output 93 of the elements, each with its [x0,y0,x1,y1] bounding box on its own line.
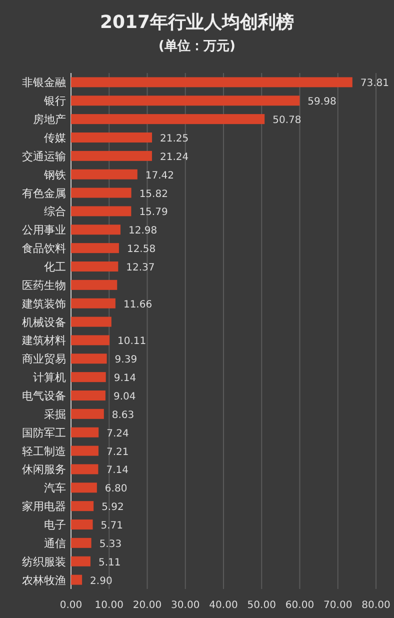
data-label: 73.81 [360,78,390,90]
y-tick-label: 采掘 [44,408,66,421]
data-label: 12.37 [126,262,155,274]
y-tick-label: 综合 [44,205,66,218]
y-tick-label: 建筑装饰 [21,297,66,310]
y-tick-label: 休闲服务 [22,463,66,476]
bar [71,520,93,530]
x-tick-label: 40.00 [209,600,238,611]
data-label: 50.78 [272,115,302,126]
bar [71,132,152,142]
y-tick-label: 房地产 [33,113,66,126]
data-label: 12.98 [128,226,158,237]
x-tick-label: 70.00 [324,600,352,611]
data-label: 7.14 [106,465,128,476]
data-label: 5.11 [98,557,121,568]
bar [71,335,110,346]
bar [71,169,138,180]
x-tick-label: 0.00 [60,600,82,611]
data-label: 9.14 [114,373,136,384]
chart-subtitle: (单位：万元) [158,38,236,54]
y-tick-label: 有色金属 [22,186,66,200]
bar [71,280,118,290]
data-label: 5.71 [100,520,124,532]
data-label: 11.66 [123,299,152,310]
data-label: 7.24 [106,428,129,440]
data-label: 9.04 [113,392,136,402]
bar [71,96,300,106]
y-tick-label: 国防军工 [22,426,66,440]
bar [71,372,106,382]
bar [71,224,120,235]
bar [71,427,99,438]
bar [71,206,132,216]
data-label: 5.92 [102,502,124,514]
y-tick-label: 公用事业 [22,224,66,237]
data-label: 21.24 [160,152,189,163]
bar [71,114,265,124]
y-tick-label: 化工 [44,260,66,274]
y-tick-label: 机械设备 [22,316,66,329]
data-label: 59.98 [308,96,336,108]
y-tick-label: 医药生物 [22,278,66,292]
bar [71,464,98,474]
data-label: 7.21 [106,446,129,458]
data-label: 15.82 [139,188,168,200]
bar [71,408,104,419]
data-label: 8.63 [112,410,134,421]
bar [71,482,97,493]
bar [71,390,106,400]
data-label: 17.42 [145,170,174,182]
y-tick-label: 电子 [44,518,66,532]
data-label: 2.90 [90,576,112,587]
x-tick-label: 30.00 [171,600,200,611]
y-tick-label: 汽车 [44,482,66,495]
y-tick-label: 轻工制造 [22,444,66,458]
y-tick-label: 交通运输 [22,150,66,163]
data-label: 5.33 [99,538,122,550]
bar [71,574,82,585]
x-tick-label: 50.00 [247,600,276,611]
y-tick-label: 农林牧渔 [22,574,66,587]
bar [71,538,92,548]
data-label: 21.25 [160,134,189,144]
bar [71,298,116,308]
x-tick-label: 10.00 [94,600,124,611]
y-tick-label: 家用电器 [22,500,66,514]
y-tick-label: 非银金融 [22,76,66,90]
bar [71,446,98,456]
data-label: 10.11 [118,336,146,348]
bar [71,316,112,327]
data-label: 12.58 [126,244,156,256]
data-label: 6.80 [104,484,128,495]
bar [71,556,90,566]
data-label: 15.79 [139,207,168,218]
bar [71,243,119,254]
bar [71,150,152,161]
y-tick-label: 银行 [43,94,66,108]
bar [71,354,107,364]
chart-title: 2017年行业人均创利榜 [100,12,294,33]
bar [71,77,352,88]
bar [71,501,94,512]
y-tick-label: 通信 [44,536,66,550]
y-tick-label: 商业贸易 [22,352,66,366]
y-tick-label: 建筑材料 [21,334,66,348]
x-tick-label: 60.00 [285,600,314,611]
x-tick-label: 20.00 [132,600,162,611]
y-tick-label: 钢铁 [43,168,66,182]
bar [71,262,118,272]
y-tick-label: 食品饮料 [22,242,66,256]
x-tick-label: 80.00 [362,600,390,611]
y-tick-label: 传媒 [44,132,66,144]
y-tick-label: 纺织服装 [22,555,66,568]
y-tick-label: 电气设备 [22,390,66,402]
data-label: 9.39 [114,354,138,366]
bar [71,188,132,198]
y-tick-label: 计算机 [33,371,66,384]
